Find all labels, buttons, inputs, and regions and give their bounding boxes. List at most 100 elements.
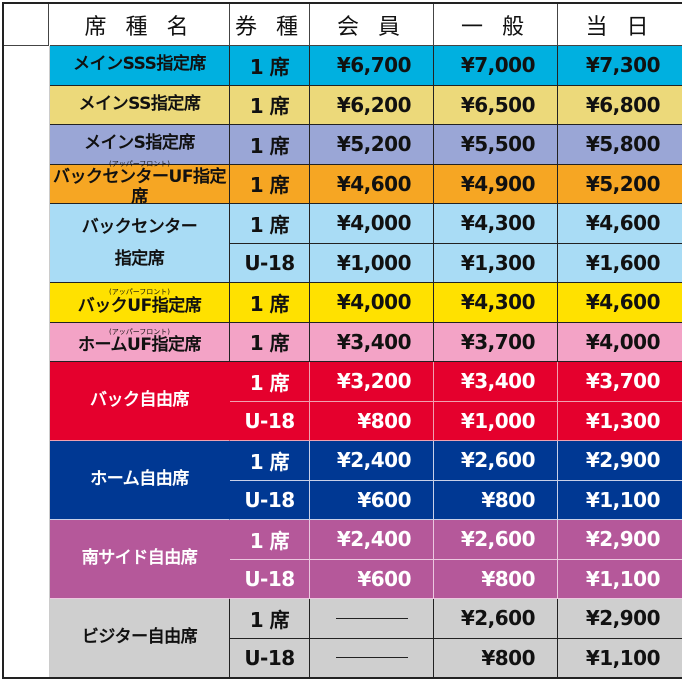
price-member: ¥1,000	[310, 243, 434, 283]
blank-side-column	[4, 46, 50, 677]
seat-name-cell: メインS指定席	[50, 125, 230, 165]
seat-name-reading: (アッパーフロント)	[108, 327, 171, 336]
price-same-day: ¥1,300	[558, 401, 682, 441]
ticket-type-cell: 1 席	[230, 164, 310, 204]
price-same-day: ¥1,600	[558, 243, 682, 283]
blank-header-cell	[4, 4, 49, 46]
seat-name-cell: バックセンター 指定席	[50, 204, 230, 283]
seat-name-cell: ビジター自由席	[50, 599, 230, 678]
seat-name: 南サイド自由席	[81, 548, 198, 569]
seat-name: バックセンターUF指定席	[53, 167, 226, 207]
price-general: ¥800	[434, 559, 558, 599]
price-same-day: ¥1,100	[558, 480, 682, 520]
price-same-day: ¥4,000	[558, 322, 682, 362]
seat-name-cell: メインSS指定席	[50, 85, 230, 125]
ticket-type-cell: 1 席	[230, 283, 310, 323]
seat-name: バックセンター 指定席	[81, 216, 198, 269]
seat-name: ホームUF指定席	[78, 335, 201, 355]
seat-name: メインSS指定席	[78, 93, 201, 114]
header-ticket-type: 券 種	[230, 4, 310, 46]
price-general: ¥6,500	[434, 85, 558, 125]
seat-name: メインSSS指定席	[73, 54, 206, 75]
price-member: ¥600	[310, 559, 434, 599]
seat-name-cell: バック自由席	[50, 362, 230, 441]
price-general: ¥5,500	[434, 125, 558, 165]
price-same-day: ¥7,300	[558, 46, 682, 86]
price-same-day: ¥1,100	[558, 638, 682, 678]
price-member: ¥5,200	[310, 125, 434, 165]
seat-name-cell: メインSSS指定席	[50, 46, 230, 86]
seat-name-cell: (アッパーフロント) ホームUF指定席	[50, 322, 230, 362]
seat-name: ホーム自由席	[90, 469, 189, 490]
price-same-day: ¥3,700	[558, 362, 682, 402]
ticket-type-cell: U-18	[230, 480, 310, 520]
price-general: ¥4,300	[434, 204, 558, 244]
price-same-day: ¥2,900	[558, 599, 682, 639]
header-general: 一 般	[434, 4, 558, 46]
ticket-type-cell: U-18	[230, 243, 310, 283]
ticket-type-cell: 1 席	[230, 599, 310, 639]
ticket-type-cell: U-18	[230, 559, 310, 599]
price-general: ¥2,600	[434, 520, 558, 560]
price-general: ¥4,900	[434, 164, 558, 204]
price-member: ¥600	[310, 480, 434, 520]
price-general: ¥3,700	[434, 322, 558, 362]
ticket-type-cell: 1 席	[230, 520, 310, 560]
price-same-day: ¥1,100	[558, 559, 682, 599]
price-general: ¥3,400	[434, 362, 558, 402]
seat-name-cell: ホーム自由席	[50, 441, 230, 520]
price-general: ¥2,600	[434, 599, 558, 639]
price-general: ¥7,000	[434, 46, 558, 86]
ticket-type-cell: 1 席	[230, 362, 310, 402]
price-table: 席 種 名 券 種 会 員 一 般 当 日 メインSSS指定席 1 席 ¥6,700…	[50, 4, 682, 678]
price-general: ¥1,000	[434, 401, 558, 441]
price-same-day: ¥2,900	[558, 520, 682, 560]
seat-name: バック自由席	[90, 390, 190, 411]
price-member-unavailable	[310, 638, 434, 678]
price-same-day: ¥5,800	[558, 125, 682, 165]
seat-name: ビジター自由席	[81, 627, 198, 648]
price-general: ¥800	[434, 638, 558, 678]
price-same-day: ¥2,900	[558, 441, 682, 481]
dash-line	[335, 657, 408, 659]
price-general: ¥800	[434, 480, 558, 520]
price-same-day: ¥4,600	[558, 283, 682, 323]
seat-name: メインS指定席	[84, 133, 195, 154]
price-member: ¥800	[310, 401, 434, 441]
price-member: ¥6,200	[310, 85, 434, 125]
ticket-type-cell: U-18	[230, 638, 310, 678]
header-same-day: 当 日	[558, 4, 682, 46]
price-member: ¥6,700	[310, 46, 434, 86]
ticket-type-cell: 1 席	[230, 85, 310, 125]
seat-name-reading: (アッパーフロント)	[108, 160, 171, 169]
price-same-day: ¥6,800	[558, 85, 682, 125]
dash-line	[335, 617, 408, 619]
ticket-type-cell: 1 席	[230, 125, 310, 165]
seat-name-cell: (アッパーフロント) バックセンターUF指定席	[50, 160, 230, 207]
price-member: ¥4,600	[310, 164, 434, 204]
price-general: ¥2,600	[434, 441, 558, 481]
price-member: ¥3,400	[310, 322, 434, 362]
price-member: ¥2,400	[310, 441, 434, 481]
ticket-type-cell: 1 席	[230, 204, 310, 244]
ticket-type-cell: 1 席	[230, 46, 310, 86]
header-member: 会 員	[310, 4, 434, 46]
seat-name-cell: 南サイド自由席	[50, 520, 230, 599]
seat-name-reading: (アッパーフロント)	[108, 288, 171, 297]
price-same-day: ¥5,200	[558, 164, 682, 204]
header-seat-name: 席 種 名	[50, 4, 230, 46]
price-same-day: ¥4,600	[558, 204, 682, 244]
price-general: ¥4,300	[434, 283, 558, 323]
price-member: ¥4,000	[310, 283, 434, 323]
seat-name-cell: (アッパーフロント) バックUF指定席	[50, 283, 230, 323]
price-member: ¥4,000	[310, 204, 434, 244]
ticket-type-cell: U-18	[230, 401, 310, 441]
ticket-type-cell: 1 席	[230, 441, 310, 481]
ticket-type-cell: 1 席	[230, 322, 310, 362]
price-general: ¥1,300	[434, 243, 558, 283]
price-member-unavailable	[310, 599, 434, 639]
price-member: ¥3,200	[310, 362, 434, 402]
price-member: ¥2,400	[310, 520, 434, 560]
seat-name: バックUF指定席	[77, 295, 202, 316]
